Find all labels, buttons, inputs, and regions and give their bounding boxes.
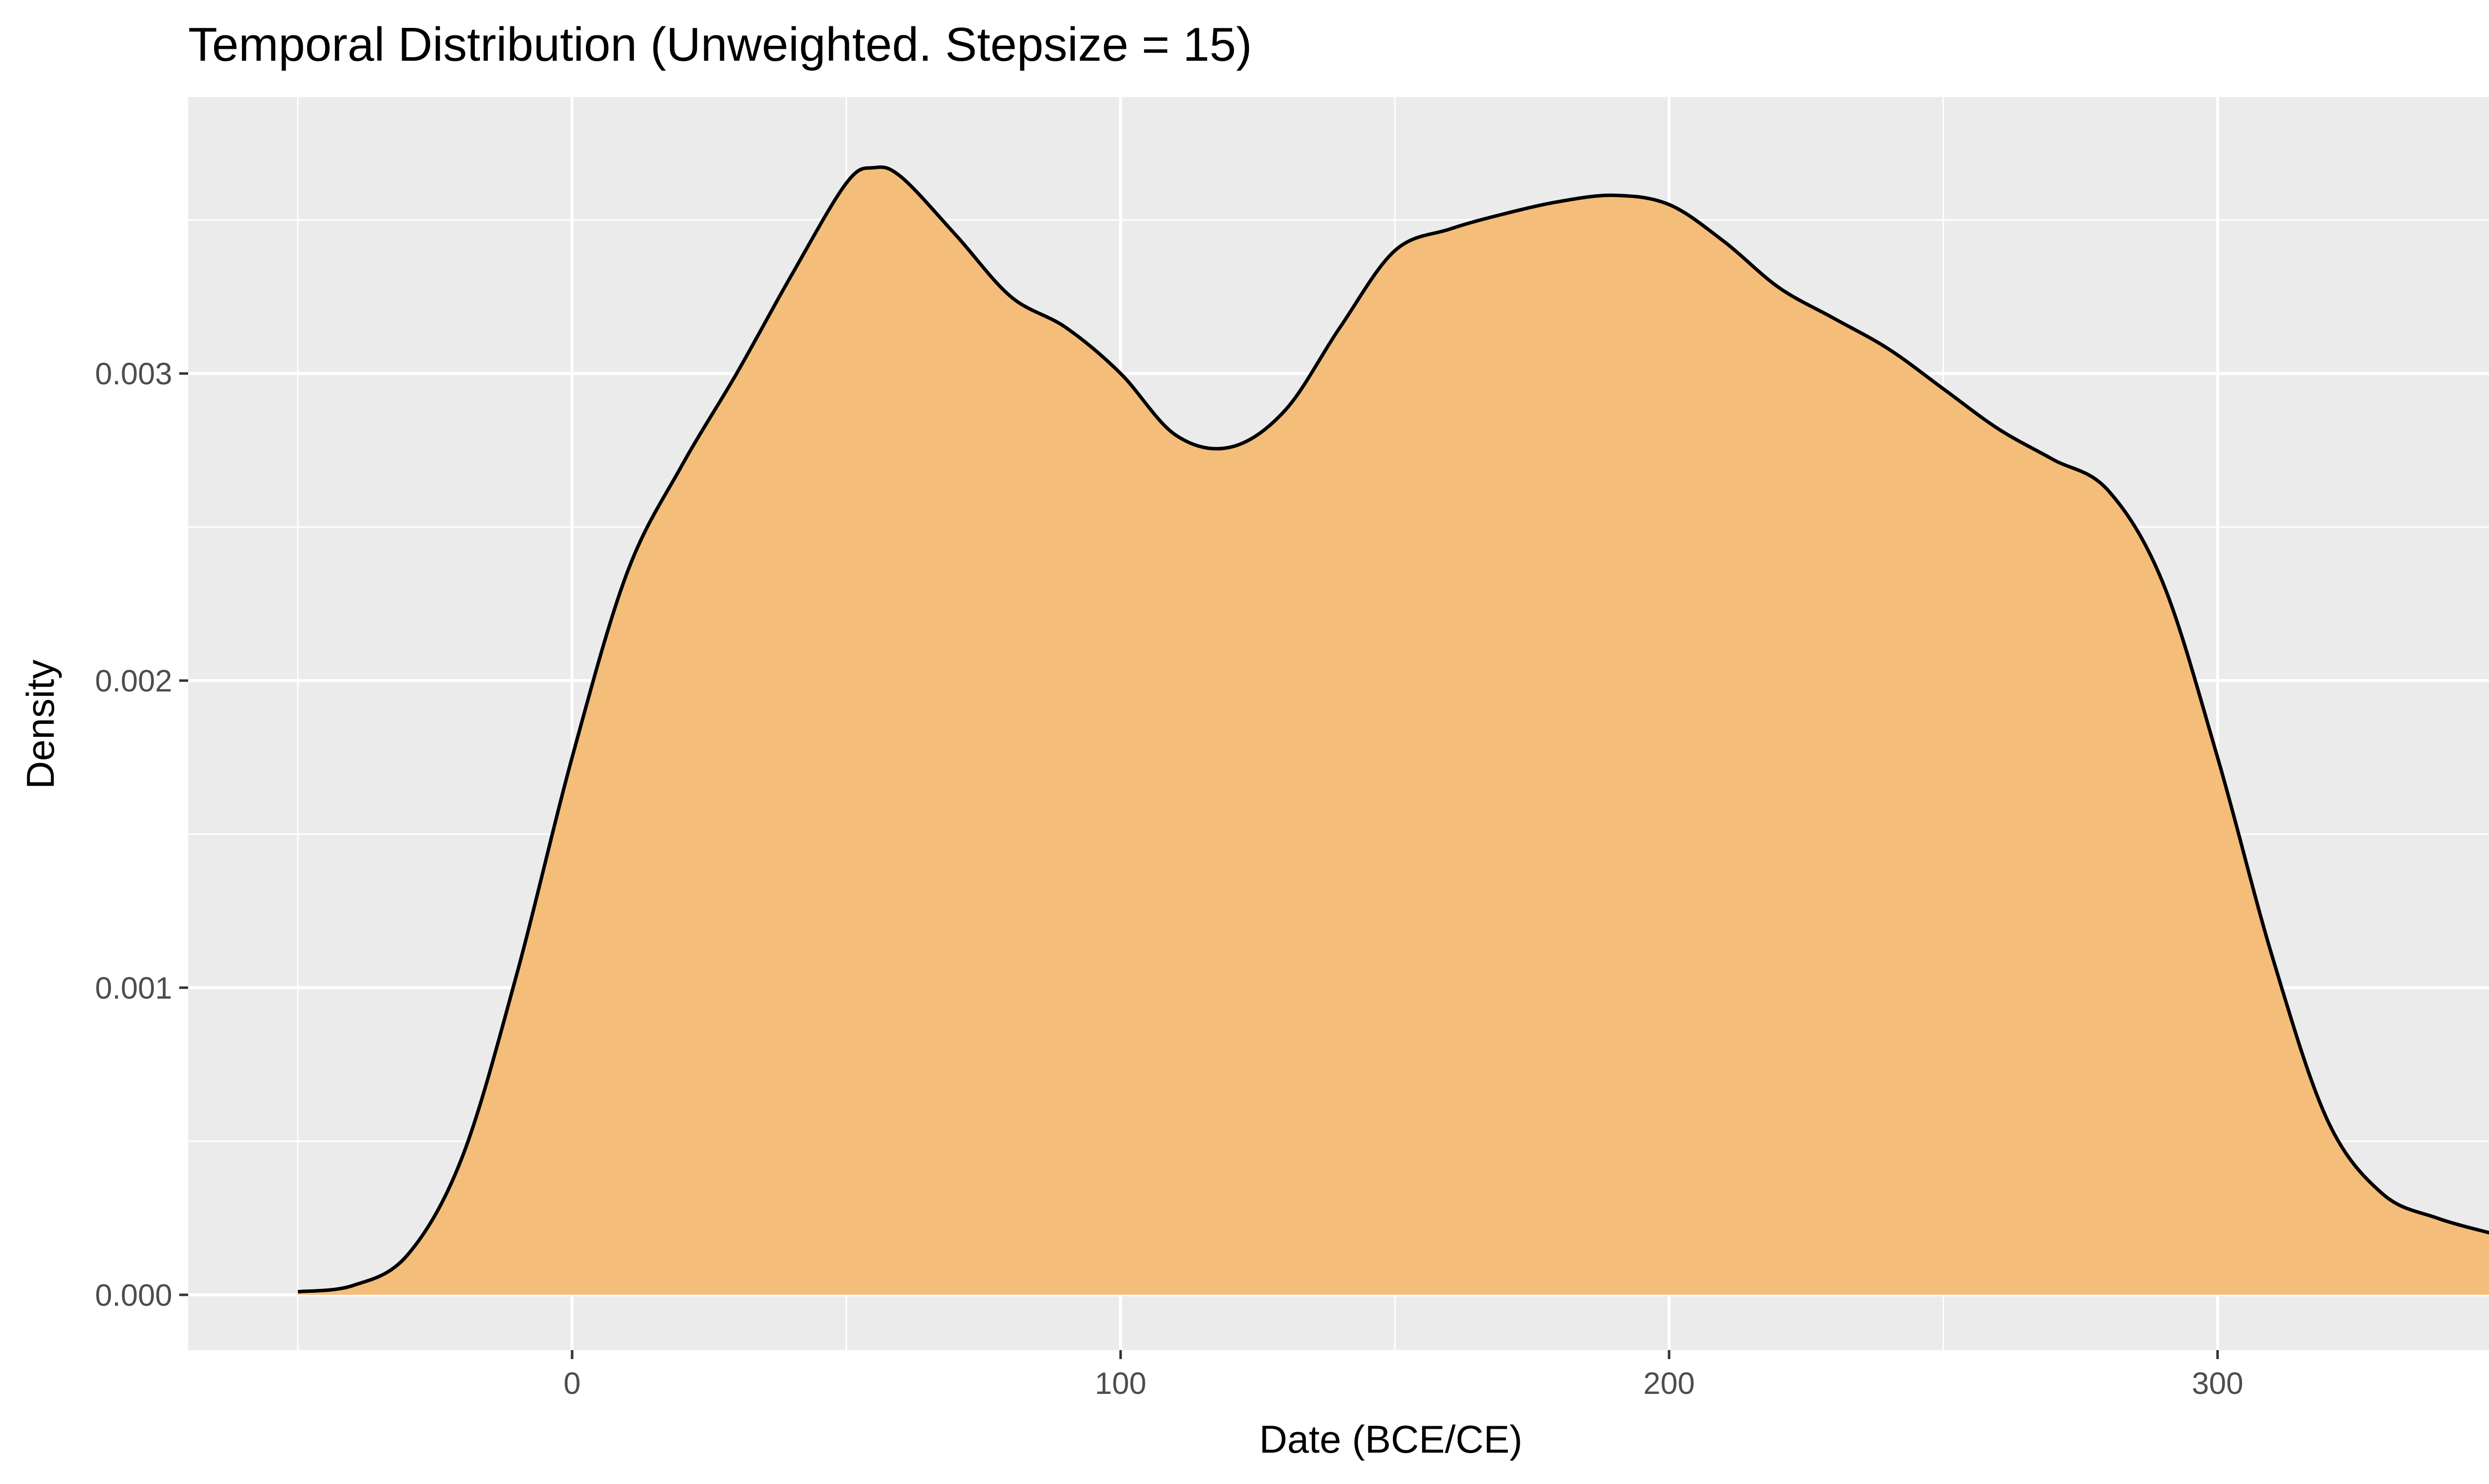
x-tick-label: 100 [1095, 1367, 1146, 1401]
y-axis-title: Density [18, 660, 62, 789]
density-curve [298, 165, 2489, 1294]
x-axis: 0 100 200 300 [564, 1350, 2243, 1401]
x-tick-label: 300 [2192, 1367, 2243, 1401]
y-axis: 0.000 0.001 0.002 0.003 [95, 357, 188, 1313]
y-tick-label: 0.001 [95, 971, 172, 1006]
x-tick-label: 200 [1643, 1367, 1695, 1401]
chart-title: Temporal Distribution (Unweighted. Steps… [188, 18, 1252, 71]
x-axis-title: Date (BCE/CE) [1259, 1417, 1523, 1461]
x-tick-label: 0 [564, 1367, 580, 1401]
y-tick-label: 0.000 [95, 1278, 172, 1313]
density-area [298, 167, 2489, 1295]
y-tick-label: 0.003 [95, 357, 172, 391]
y-tick-label: 0.002 [95, 664, 172, 698]
